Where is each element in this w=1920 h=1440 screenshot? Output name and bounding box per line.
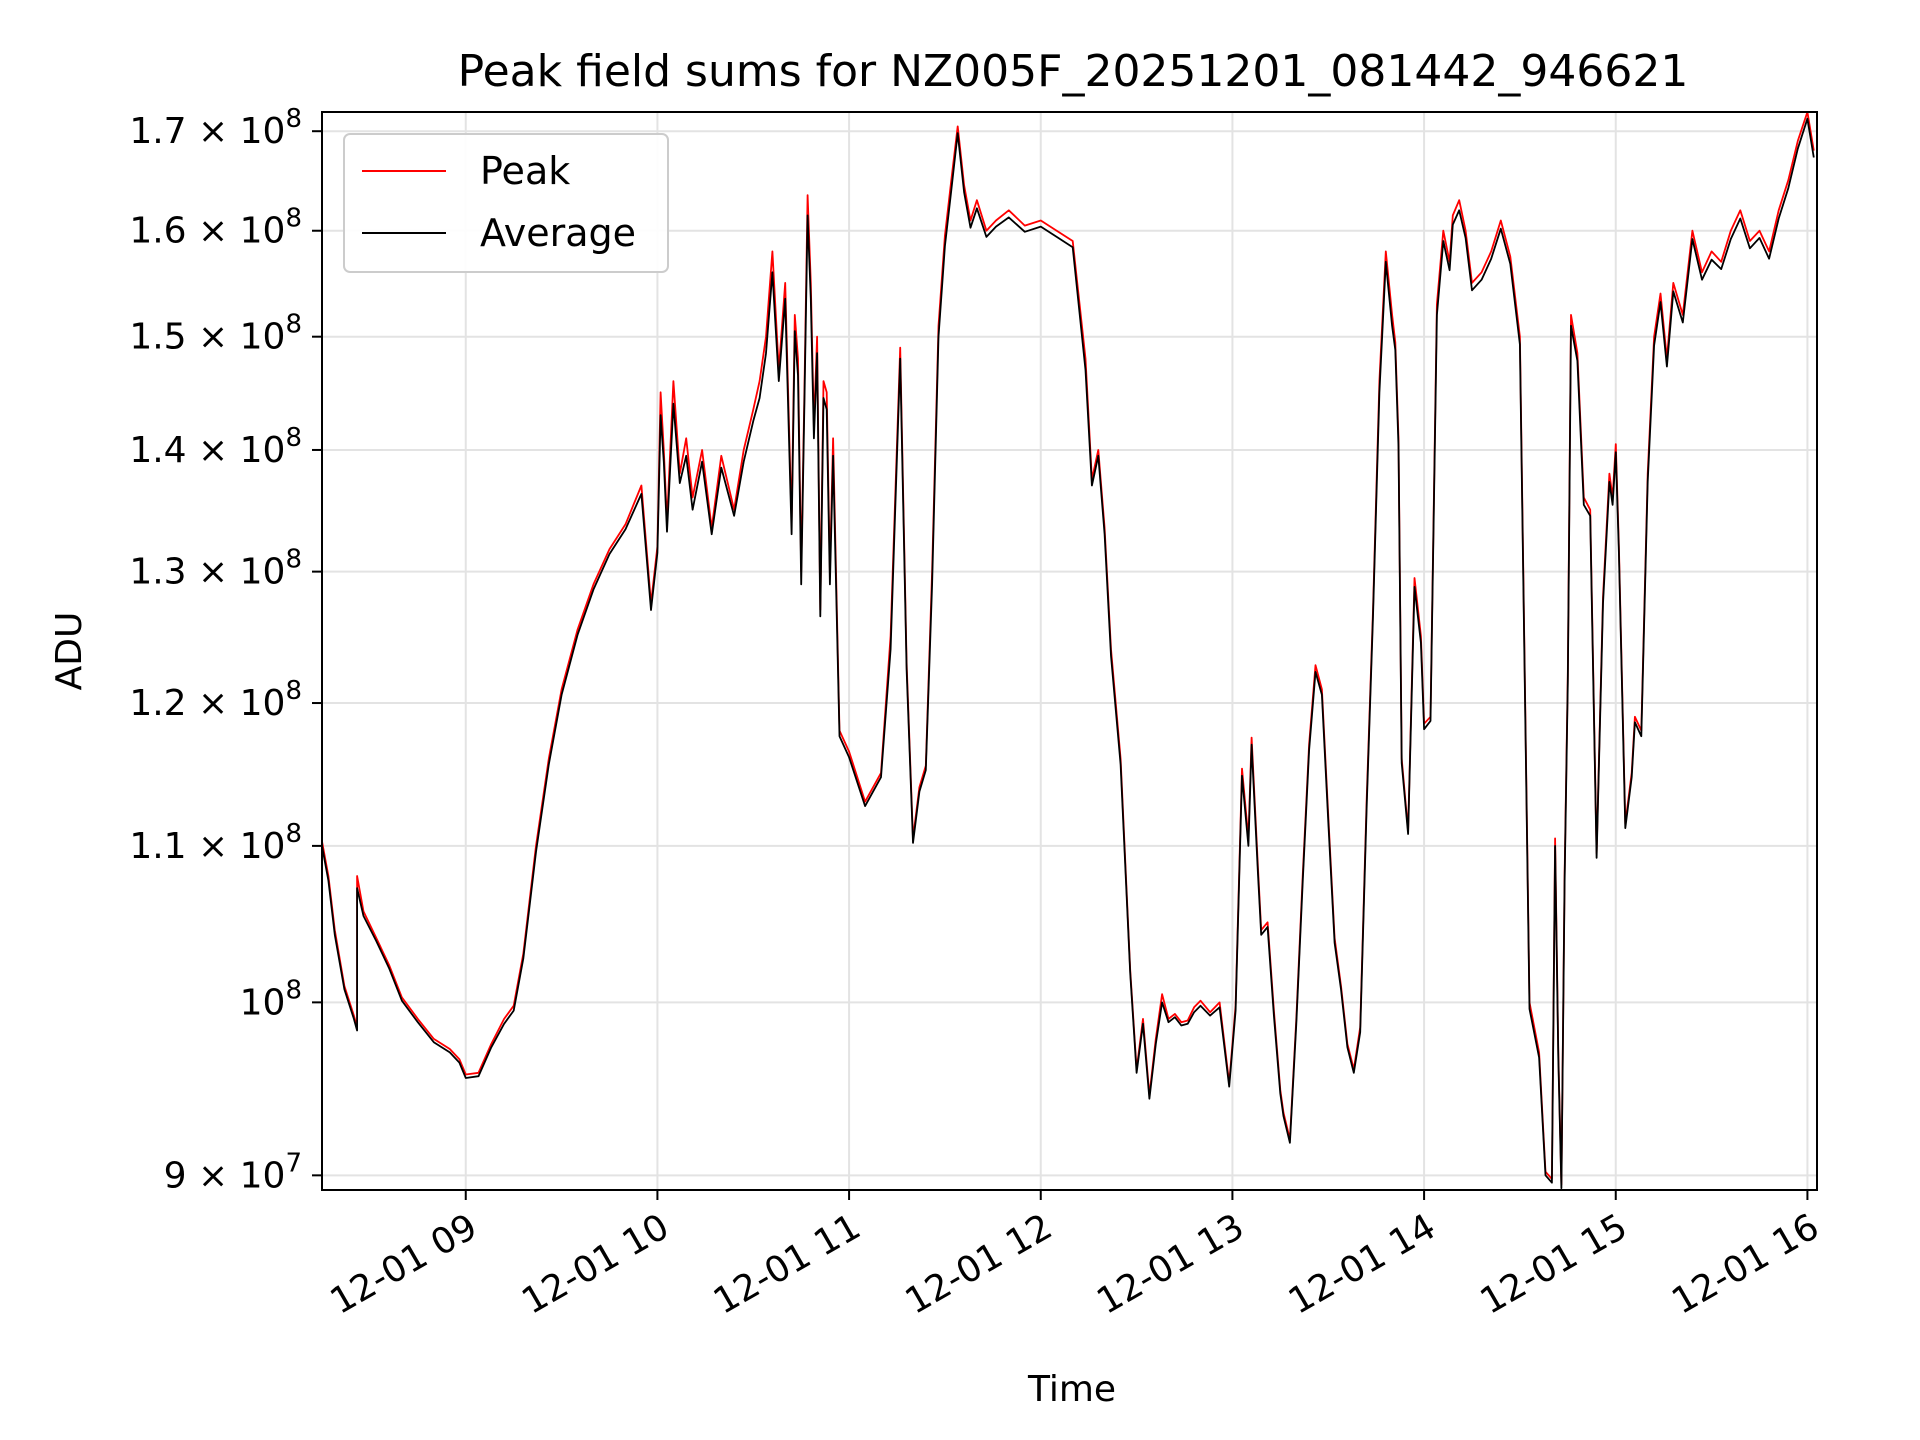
y-tick-label: 1.4 × 108 <box>129 423 302 471</box>
y-tick-label: 1.6 × 108 <box>129 204 302 252</box>
y-axis-label: ADU <box>49 612 90 691</box>
y-tick-label: 1.2 × 108 <box>129 676 302 724</box>
plot-frame <box>321 111 1818 1191</box>
y-tick-label: 9 × 107 <box>164 1148 302 1196</box>
y-tick-label: 1.5 × 108 <box>129 310 302 358</box>
y-tick-label: 1.7 × 108 <box>129 104 302 152</box>
y-tick-label: 1.3 × 108 <box>129 545 302 593</box>
legend-box <box>343 133 669 273</box>
y-tick-label: 108 <box>240 975 302 1023</box>
series-lines <box>321 111 1815 1190</box>
y-axis: 9 × 107 108 1.1 × 108 1.2 × 108 1.3 × 108 1.4… <box>129 104 322 1196</box>
grid <box>322 112 1817 1190</box>
chart-title: Peak field sums for NZ005F_20251201_0814… <box>458 46 1689 97</box>
legend: Peak Average <box>343 133 669 273</box>
legend-label-peak: Peak <box>480 149 570 193</box>
series-line-average <box>321 117 1815 1190</box>
y-tick-label: 1.1 × 108 <box>129 819 302 867</box>
x-axis-label: Time <box>1027 1369 1116 1410</box>
legend-label-average: Average <box>480 211 636 255</box>
